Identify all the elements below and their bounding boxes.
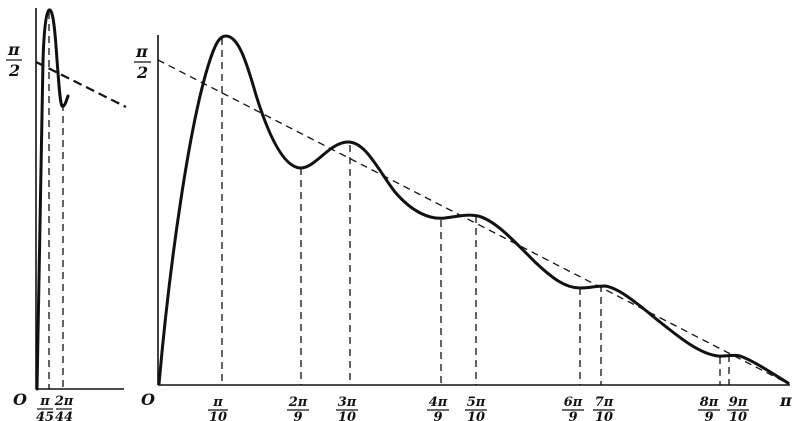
left-tick-num: π: [39, 394, 50, 409]
left-tick-num: 2π: [54, 394, 74, 409]
right-curve: [157, 34, 790, 386]
right-tick-num: 8π: [700, 395, 719, 410]
left-reference-line: [35, 61, 127, 108]
right-tick-num: 2π: [288, 395, 308, 410]
right-tick-num: 5π: [467, 395, 486, 410]
right-tick-den: 9: [293, 410, 302, 421]
right-tick-den: 10: [467, 410, 485, 421]
right-reference-line: [157, 59, 788, 384]
left-panel: π 2 O π 45 2π 44: [6, 8, 127, 421]
left-tick-den: 45: [36, 410, 54, 421]
right-tick-den: 9: [568, 410, 577, 421]
right-tick-num: 6π: [564, 395, 583, 410]
right-origin-label: O: [141, 390, 155, 409]
right-tick-num: 9π: [729, 395, 748, 410]
left-pi-half-den: 2: [8, 61, 20, 80]
right-tick-den: 10: [595, 410, 613, 421]
right-tick-den: 9: [433, 410, 442, 421]
right-tick-num: π: [212, 395, 223, 410]
right-panel: π 2 O π π 10 2π 9 3π 10 4π 9 5π 10 6π 9 …: [134, 34, 792, 421]
left-origin-label: O: [13, 390, 27, 409]
right-x-end-label: π: [779, 391, 792, 410]
right-tick-num: 4π: [429, 395, 448, 410]
left-curve: [35, 8, 70, 391]
right-tick-den: 10: [209, 410, 227, 421]
right-tick-num: 3π: [338, 395, 357, 410]
right-tick-den: 10: [338, 410, 356, 421]
right-tick-den: 9: [704, 410, 713, 421]
right-pi-half-num: π: [135, 42, 148, 61]
left-tick-den: 44: [55, 410, 73, 421]
left-pi-half-num: π: [7, 40, 20, 59]
right-tick-num: 7π: [595, 395, 614, 410]
right-tick-den: 10: [729, 410, 747, 421]
right-pi-half-den: 2: [136, 63, 148, 82]
